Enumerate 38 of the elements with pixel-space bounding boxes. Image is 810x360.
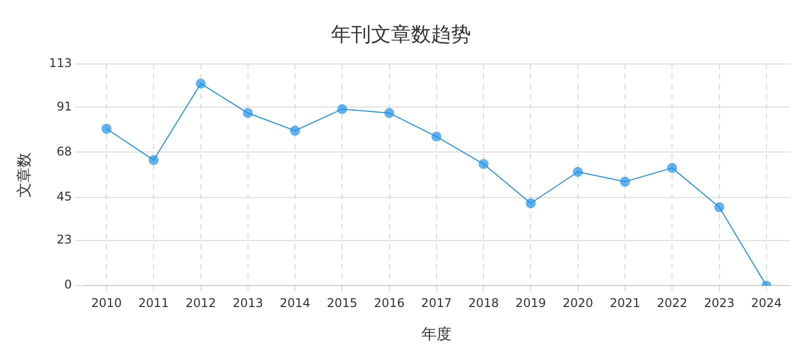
x-tick-label: 2023 bbox=[704, 296, 735, 310]
point bbox=[196, 78, 206, 89]
point bbox=[290, 126, 300, 136]
point bbox=[337, 104, 348, 114]
point bbox=[478, 159, 489, 170]
point bbox=[384, 108, 394, 118]
x-tick-label: 2017 bbox=[421, 296, 452, 310]
x-tick-label: 2016 bbox=[374, 296, 405, 310]
y-tick-label: 45 bbox=[56, 189, 72, 204]
point bbox=[714, 202, 724, 212]
x-tick-label: 2011 bbox=[138, 296, 169, 310]
x-tick-label: 2019 bbox=[515, 296, 546, 310]
point bbox=[620, 176, 630, 187]
y-tick-label: 113 bbox=[49, 56, 72, 70]
x-tick-label: 2024 bbox=[751, 296, 782, 310]
chart-title: 年刊文章数趋势 bbox=[331, 22, 471, 46]
y-tick-label: 0 bbox=[64, 278, 72, 292]
point bbox=[101, 124, 112, 134]
x-axis-title: 年度 bbox=[421, 324, 452, 343]
point bbox=[148, 155, 159, 166]
point bbox=[242, 108, 253, 118]
x-tick-label: 2014 bbox=[280, 296, 310, 310]
x-tick-label: 2012 bbox=[185, 296, 216, 310]
x-tick-label: 2021 bbox=[610, 296, 640, 310]
x-tick-label: 2015 bbox=[326, 296, 358, 310]
point bbox=[431, 132, 442, 142]
x-tick-label: 2022 bbox=[656, 296, 688, 310]
point bbox=[572, 166, 583, 177]
point bbox=[667, 162, 678, 173]
x-tick-label: 2013 bbox=[232, 296, 264, 310]
y-tick-label: 91 bbox=[56, 99, 72, 114]
y-axis-title: 文章数 bbox=[14, 152, 33, 198]
y-tick-label: 23 bbox=[56, 232, 72, 247]
x-tick-label: 2010 bbox=[91, 296, 122, 310]
x-tick-label: 2020 bbox=[562, 296, 594, 310]
point bbox=[526, 198, 536, 208]
y-tick-label: 68 bbox=[56, 144, 72, 158]
x-tick-label: 2018 bbox=[468, 296, 499, 310]
